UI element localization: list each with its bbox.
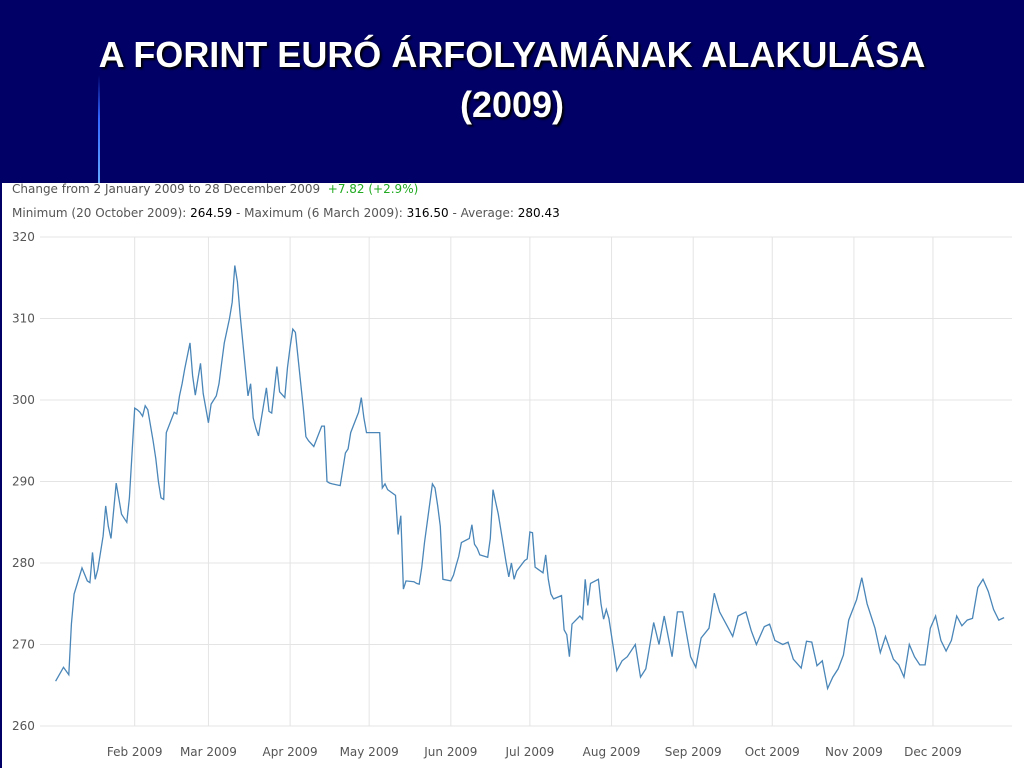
max-label: - Maximum (6 March 2009): xyxy=(235,206,403,220)
x-tick-label: Nov 2009 xyxy=(825,745,883,759)
x-tick-label: Aug 2009 xyxy=(583,745,641,759)
y-tick-label: 270 xyxy=(12,638,35,652)
y-tick-label: 280 xyxy=(12,556,35,570)
y-axis-ticks: 260 270 280 290 300 310 320 xyxy=(12,230,35,733)
change-label: Change from 2 January 2009 to 28 Decembe… xyxy=(12,182,321,196)
y-tick-label: 300 xyxy=(12,393,35,407)
min-label: Minimum (20 October 2009): xyxy=(12,206,187,220)
chart-grid xyxy=(40,236,1012,727)
slide-header xyxy=(0,0,1024,183)
max-value: 316.50 xyxy=(406,206,449,220)
change-summary: Change from 2 January 2009 to 28 Decembe… xyxy=(12,182,418,196)
slide-title-line2: (2009) xyxy=(459,84,565,125)
avg-value: 280.43 xyxy=(517,206,560,220)
change-value: +7.82 (+2.9%) xyxy=(327,182,419,196)
x-tick-label: May 2009 xyxy=(340,745,399,759)
slide-title: A FORINT EURÓ ÁRFOLYAMÁNAK ALAKULÁSA (20… xyxy=(0,30,1024,130)
slide-left-border xyxy=(0,183,2,768)
y-tick-label: 310 xyxy=(12,312,35,326)
x-tick-label: Sep 2009 xyxy=(665,745,722,759)
series-line xyxy=(55,265,1005,691)
exchange-rate-chart: 260 270 280 290 300 310 320 Feb 2009 Mar 2009 Ap… xyxy=(12,230,1012,759)
range-summary: Minimum (20 October 2009): 264.59 - Maxi… xyxy=(12,206,560,220)
x-axis-ticks: Feb 2009 Mar 2009 Apr 2009 May 2009 Jun 2009… xyxy=(107,745,962,759)
x-tick-label: Mar 2009 xyxy=(180,745,237,759)
x-tick-label: Apr 2009 xyxy=(263,745,318,759)
x-tick-label: Jun 2009 xyxy=(423,745,477,759)
slide-title-line1: A FORINT EURÓ ÁRFOLYAMÁNAK ALAKULÁSA xyxy=(98,34,926,75)
x-tick-label: Dec 2009 xyxy=(904,745,962,759)
header-accent-line xyxy=(98,75,100,183)
x-tick-label: Jul 2009 xyxy=(504,745,554,759)
min-value: 264.59 xyxy=(190,206,233,220)
avg-label: - Average: xyxy=(452,206,514,220)
y-tick-label: 320 xyxy=(12,230,35,244)
y-tick-label: 260 xyxy=(12,719,35,733)
x-tick-label: Oct 2009 xyxy=(745,745,800,759)
x-tick-label: Feb 2009 xyxy=(107,745,163,759)
y-tick-label: 290 xyxy=(12,475,35,489)
